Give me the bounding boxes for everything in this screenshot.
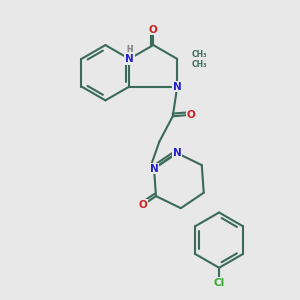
- Text: O: O: [139, 200, 148, 210]
- Text: CH₃: CH₃: [192, 60, 208, 69]
- Text: N: N: [125, 54, 134, 64]
- Text: N: N: [150, 164, 158, 173]
- Text: N: N: [172, 148, 181, 158]
- Text: CH₃: CH₃: [192, 50, 208, 59]
- Text: H: H: [126, 45, 133, 54]
- Text: N: N: [172, 148, 181, 158]
- Text: N: N: [150, 164, 158, 173]
- Text: O: O: [149, 25, 158, 34]
- Text: N: N: [125, 54, 134, 64]
- Text: H: H: [126, 45, 133, 54]
- Text: CH₃: CH₃: [192, 60, 208, 69]
- Text: O: O: [149, 25, 158, 34]
- Text: Cl: Cl: [214, 278, 225, 288]
- Text: N: N: [173, 82, 182, 92]
- Text: Cl: Cl: [214, 278, 225, 288]
- Text: CH₃: CH₃: [192, 50, 208, 59]
- Text: O: O: [187, 110, 196, 120]
- Text: N: N: [173, 82, 182, 92]
- Text: O: O: [187, 110, 196, 120]
- Text: O: O: [139, 200, 148, 210]
- Text: O: O: [139, 200, 148, 210]
